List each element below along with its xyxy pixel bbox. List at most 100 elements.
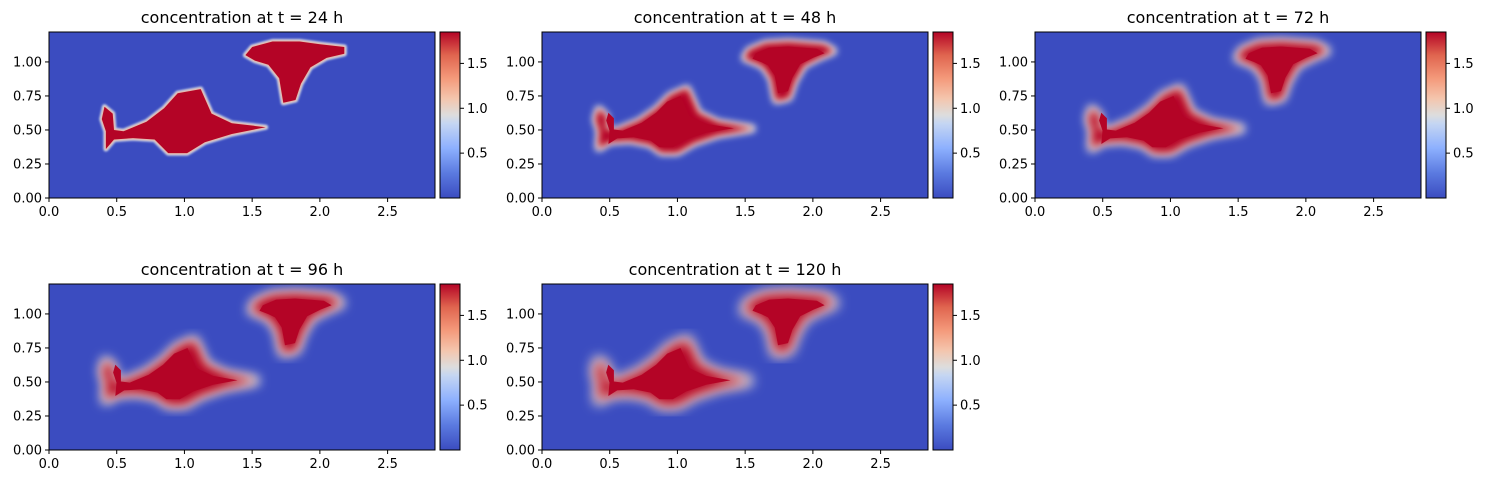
y-tick-label: 0.25 (13, 157, 42, 172)
x-tick-label: 1.0 (667, 457, 688, 472)
y-tick-label: 1.00 (506, 55, 535, 70)
y-tick-label: 0.75 (13, 89, 42, 104)
x-tick-label: 2.5 (377, 205, 398, 220)
y-tick-label: 0.25 (506, 409, 535, 424)
x-tick-label: 0.5 (106, 457, 127, 472)
blob-right-mushroom (1233, 38, 1331, 105)
colorbar: 0.5 1.0 1.5 (932, 31, 981, 199)
x-tick-label: 0.0 (39, 205, 60, 220)
heatmap-field (99, 39, 347, 156)
blob-right-mushroom (242, 39, 347, 106)
y-tick-label: 0.00 (506, 444, 535, 459)
x-tick-label: 1.0 (1160, 205, 1181, 220)
y-tick-label: 0.50 (13, 123, 42, 138)
y-tick-label: 0.00 (13, 444, 42, 459)
x-tick-label: 2.0 (803, 205, 824, 220)
colorbar-tick-label: 1.0 (467, 354, 488, 369)
colorbar-tick-label: 1.5 (467, 57, 488, 72)
x-tick-label: 0.0 (39, 457, 60, 472)
colorbar-tick-label: 0.5 (467, 147, 488, 162)
chart-panel-3: concentration at t = 72 h 0.0 0.5 1.0 1.5 2.0… (999, 8, 1474, 220)
y-tick-label: 0.25 (999, 157, 1028, 172)
blob-left-tail (592, 85, 756, 156)
y-tick-label: 1.00 (999, 55, 1028, 70)
blob-left-tail (590, 335, 754, 410)
chart-title: concentration at t = 24 h (141, 8, 344, 27)
colorbar-tick-label: 0.5 (960, 399, 981, 414)
x-tick-label: 1.5 (242, 205, 263, 220)
colorbar-tick-label: 1.5 (1453, 57, 1474, 72)
x-tick-label: 0.5 (599, 205, 620, 220)
x-tick-label: 0.0 (532, 457, 553, 472)
colorbar-gradient (932, 31, 954, 199)
y-tick-label: 0.50 (999, 123, 1028, 138)
chart-title: concentration at t = 72 h (1127, 8, 1330, 27)
y-tick-label: 0.75 (13, 341, 42, 356)
colorbar-tick-label: 0.5 (1453, 147, 1474, 162)
y-tick-label: 0.50 (506, 123, 535, 138)
x-tick-label: 0.5 (1092, 205, 1113, 220)
colorbar-tick-label: 1.5 (960, 309, 981, 324)
heatmap-field (1084, 38, 1331, 157)
blob-left-tail (1084, 84, 1246, 157)
colorbar-tick-label: 1.0 (1453, 102, 1474, 117)
chart-panel-5: concentration at t = 120 h 0.0 0.5 1.0 1.5 2.… (506, 260, 981, 472)
blob-right-mushroom (739, 289, 839, 358)
blob-right-mushroom (741, 38, 838, 104)
colorbar-tick-label: 0.5 (960, 147, 981, 162)
y-tick-label: 0.75 (506, 341, 535, 356)
x-tick-label: 2.0 (803, 457, 824, 472)
x-tick-label: 1.0 (174, 457, 195, 472)
plot-frame (541, 31, 929, 199)
heatmap-field (98, 289, 346, 409)
plot-frame (1034, 31, 1422, 199)
x-tick-label: 2.5 (1363, 205, 1384, 220)
colorbar-tick-label: 1.0 (960, 354, 981, 369)
colorbar: 0.5 1.0 1.5 (932, 283, 981, 451)
colorbar-tick-label: 1.5 (467, 309, 488, 324)
x-tick-label: 0.0 (1025, 205, 1046, 220)
heatmap-field (592, 38, 838, 156)
y-tick-label: 0.50 (13, 375, 42, 390)
blob-left-tail (98, 336, 260, 409)
chart-panel-1: concentration at t = 24 h 0.0 0.5 1.0 1.5 2.0… (13, 8, 488, 220)
chart-title: concentration at t = 96 h (141, 260, 344, 279)
colorbar: 0.5 1.0 1.5 (439, 283, 488, 451)
x-tick-label: 0.5 (106, 205, 127, 220)
colorbar-tick-label: 1.0 (467, 102, 488, 117)
y-tick-label: 0.00 (13, 192, 42, 207)
colorbar-gradient (932, 283, 954, 451)
colorbar-tick-label: 1.0 (960, 102, 981, 117)
y-tick-label: 0.00 (999, 192, 1028, 207)
y-tick-label: 1.00 (506, 307, 535, 322)
chart-panel-4: concentration at t = 96 h 0.0 0.5 1.0 1.5 2.0… (13, 260, 488, 472)
y-tick-label: 0.75 (999, 89, 1028, 104)
y-tick-label: 0.00 (506, 192, 535, 207)
y-tick-label: 1.00 (13, 307, 42, 322)
plot-frame (48, 31, 436, 199)
y-tick-label: 0.50 (506, 375, 535, 390)
x-tick-label: 0.5 (599, 457, 620, 472)
colorbar-tick-label: 0.5 (467, 399, 488, 414)
blob-left-tail (99, 86, 269, 156)
chart-title: concentration at t = 120 h (629, 260, 842, 279)
x-tick-label: 1.5 (735, 457, 756, 472)
x-tick-label: 2.5 (870, 457, 891, 472)
x-tick-label: 1.0 (667, 205, 688, 220)
x-tick-label: 2.5 (377, 457, 398, 472)
y-tick-label: 1.00 (13, 55, 42, 70)
colorbar-gradient (439, 283, 461, 451)
y-tick-label: 0.75 (506, 89, 535, 104)
y-tick-label: 0.25 (13, 409, 42, 424)
x-tick-label: 2.0 (310, 457, 331, 472)
x-tick-label: 1.5 (1228, 205, 1249, 220)
y-tick-label: 0.25 (506, 157, 535, 172)
plot-frame (48, 283, 436, 451)
heatmap-field (590, 289, 839, 410)
x-tick-label: 2.5 (870, 205, 891, 220)
blob-right-mushroom (247, 289, 346, 358)
colorbar-gradient (1425, 31, 1447, 199)
x-tick-label: 1.5 (242, 457, 263, 472)
x-tick-label: 1.0 (174, 205, 195, 220)
